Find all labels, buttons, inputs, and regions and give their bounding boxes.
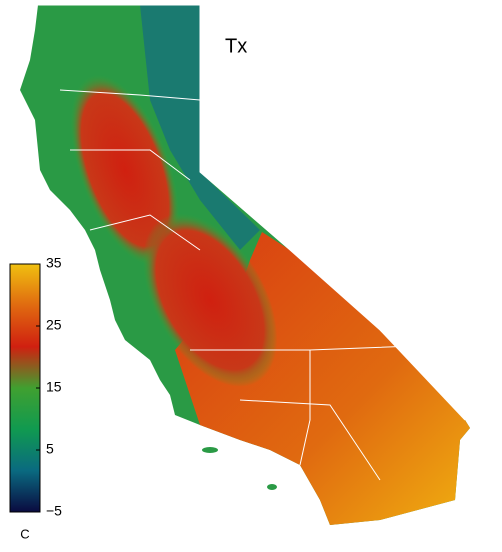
colorbar-tick-label: 5 — [46, 441, 54, 457]
colorbar — [9, 263, 41, 513]
colorbar-tick-label: −5 — [46, 503, 62, 519]
colorbar-tick-label: 25 — [46, 317, 62, 333]
colorbar-tick-label: 35 — [46, 255, 62, 271]
colorbar-label: C — [20, 526, 29, 541]
state-shape — [20, 4, 470, 525]
map-title: Tx — [225, 35, 247, 57]
colorbar-tick-label: 15 — [46, 379, 62, 395]
